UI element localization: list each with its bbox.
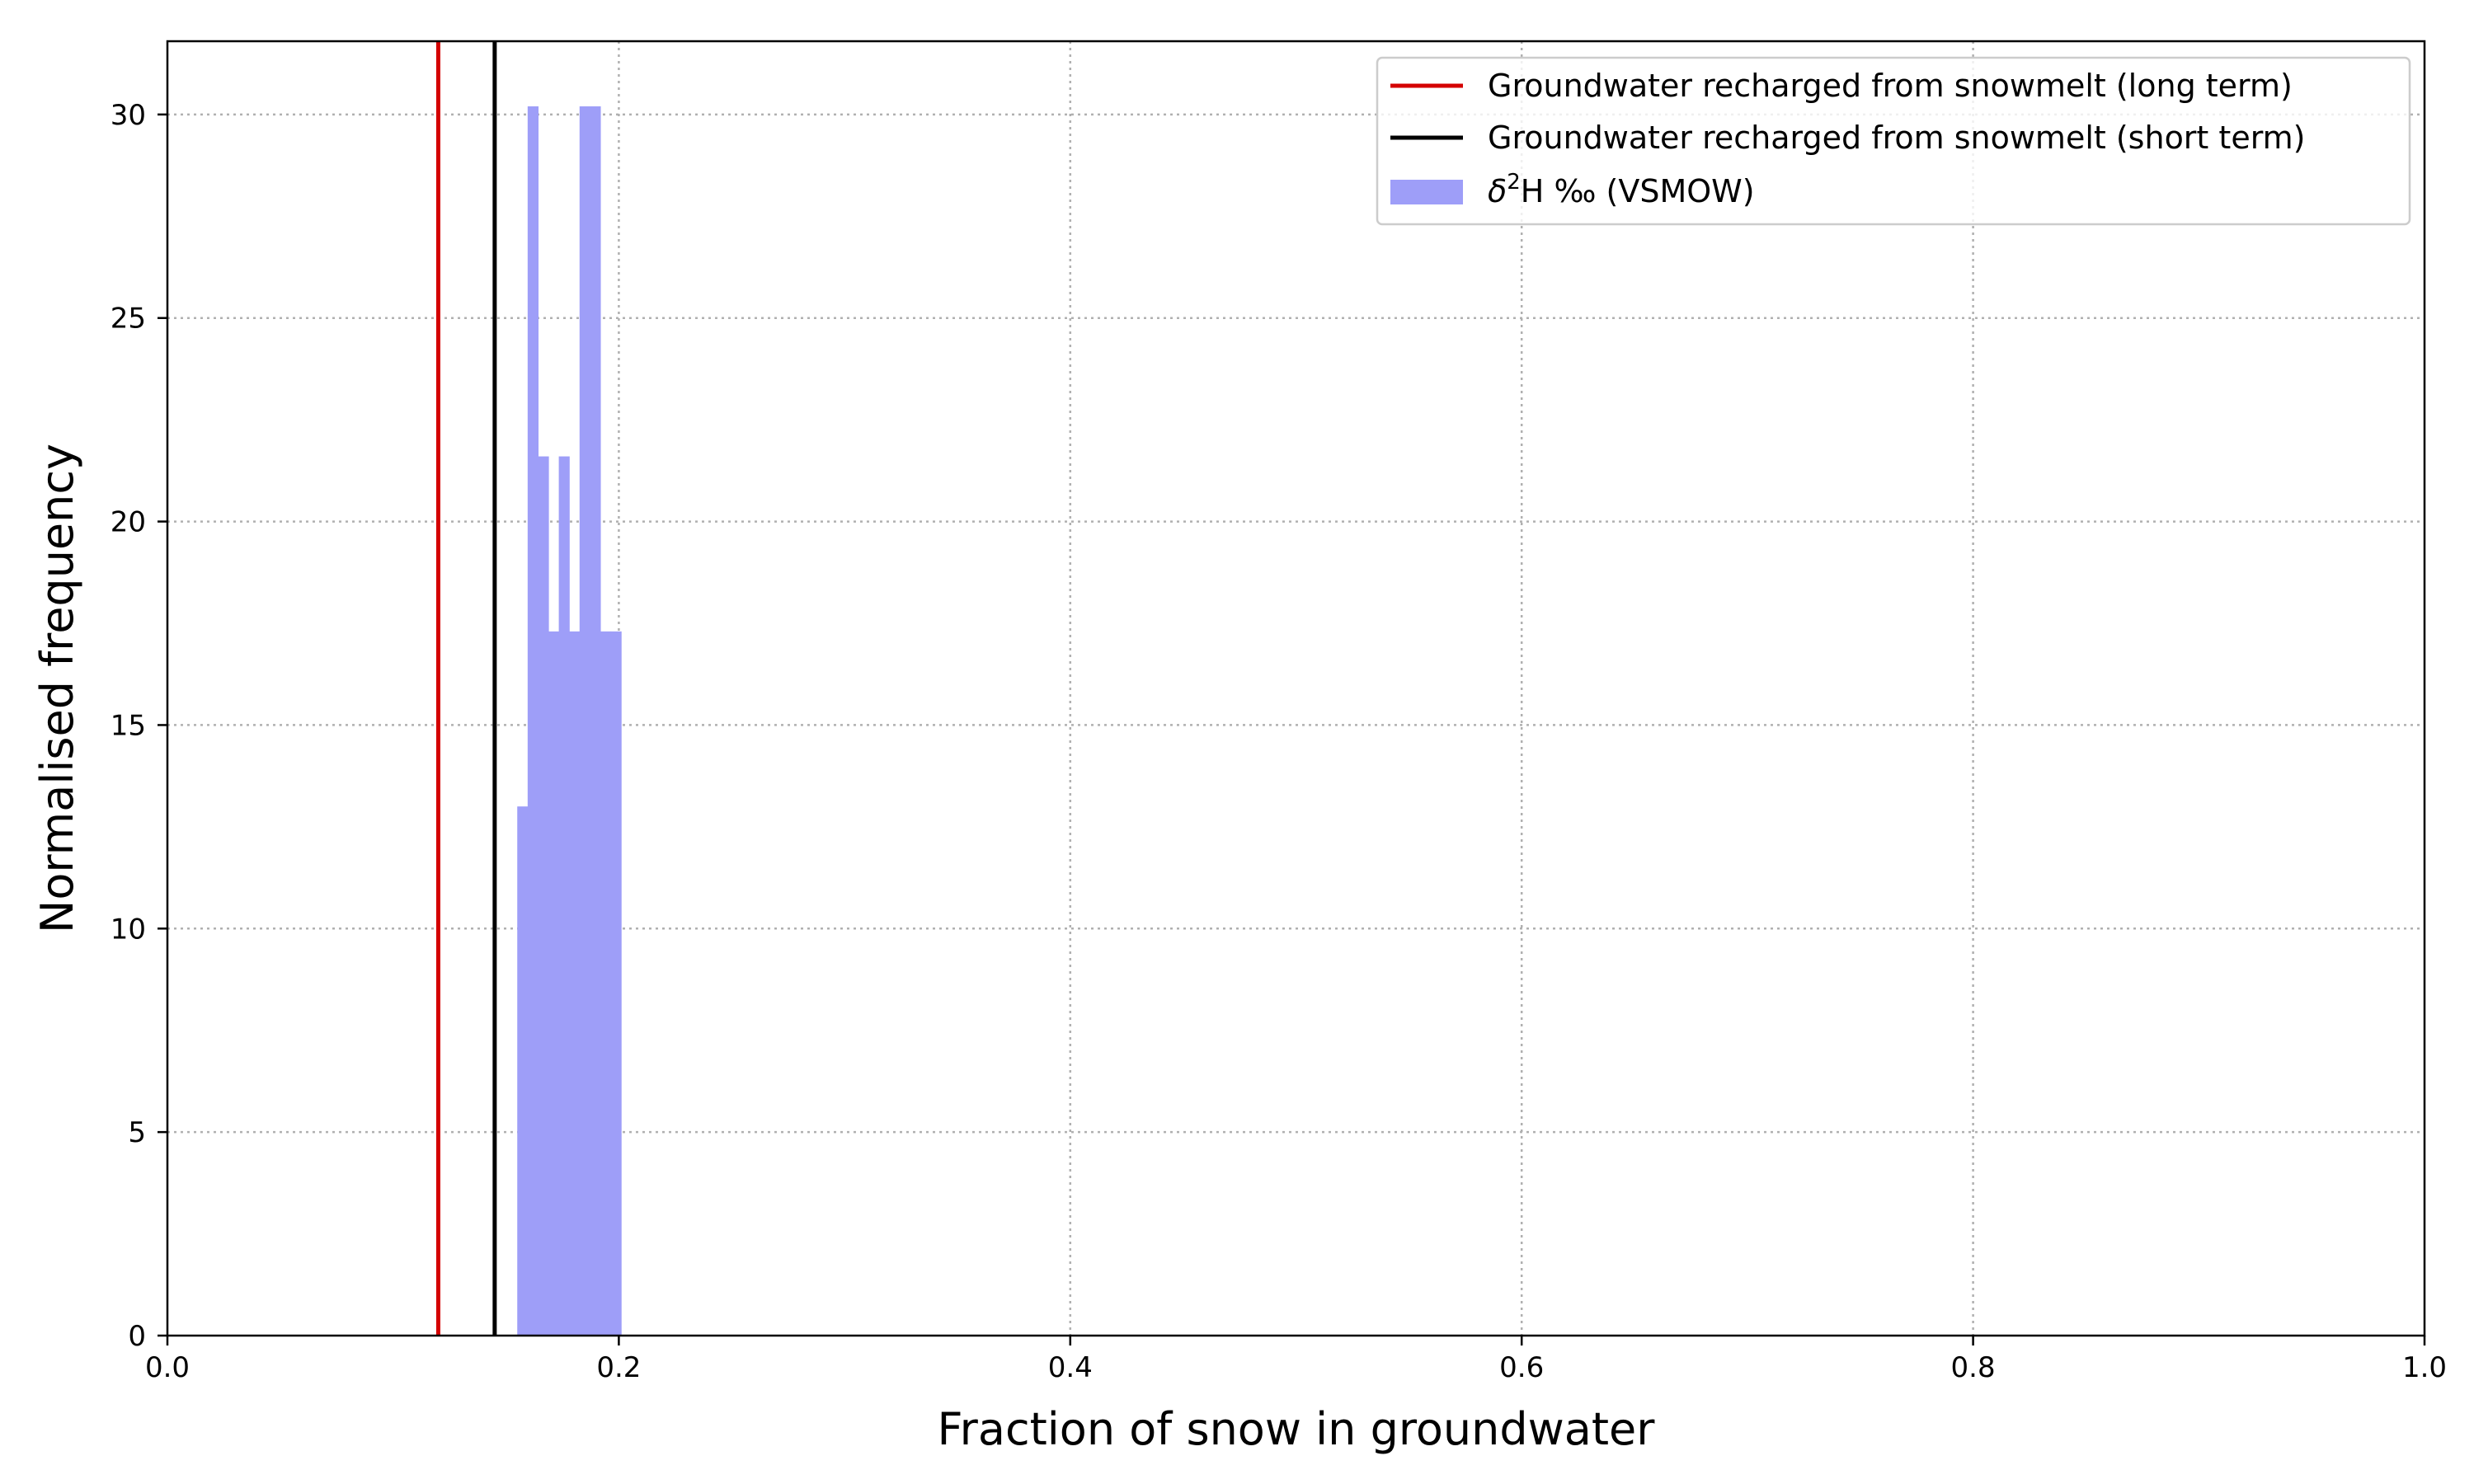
legend-box [1376,56,2411,226]
histogram-bar [527,106,539,1336]
histogram-bars [517,106,622,1336]
legend-label-superscript: 2 [1507,170,1521,195]
legend-label-short-term: Groundwater recharged from snowmelt (sho… [1488,120,2306,156]
x-tick-label: 1.0 [2402,1351,2447,1384]
legend: Groundwater recharged from snowmelt (lon… [1376,56,2411,226]
x-tick-label: 0.4 [1048,1351,1093,1384]
x-tick-label: 0.2 [596,1351,641,1384]
x-axis-label: Fraction of snow in groundwater [938,1403,1656,1455]
histogram-bar [610,631,622,1336]
x-tick-label: 0.6 [1499,1351,1544,1384]
y-tick-label: 30 [111,99,146,132]
histogram-bar [600,631,612,1336]
histogram-bar [590,106,601,1336]
y-tick-label: 10 [111,913,146,946]
histogram-bar [538,456,549,1336]
x-tick-label: 0.8 [1951,1351,1996,1384]
histogram-bar [569,631,581,1336]
legend-swatch-histogram [1390,180,1463,204]
x-tick-label: 0.0 [145,1351,190,1384]
histogram-bar [579,106,590,1336]
plot-frame [166,40,2426,1337]
y-tick-label: 25 [111,303,146,336]
legend-label-delta: δ [1488,173,1507,209]
vertical-lines [435,41,497,1336]
y-tick-label: 20 [111,506,146,539]
legend-label-long-term: Groundwater recharged from snowmelt (lon… [1488,68,2293,104]
y-tick-label: 15 [111,709,146,742]
legend-label-rest: H ‰ (VSMOW) [1521,173,1755,209]
y-axis-ticks: 0 5 10 15 20 25 30 [111,99,167,1353]
y-tick-label: 5 [128,1116,146,1149]
y-axis-label: Normalised frequency [31,444,83,933]
histogram-bar [558,456,570,1336]
histogram-bar [548,631,560,1336]
legend-label-histogram: δ2H ‰ (VSMOW) [1488,170,1755,209]
histogram-bar [517,806,529,1336]
x-axis-ticks: 0.0 0.2 0.4 0.6 0.8 1.0 [145,1336,2447,1384]
y-tick-label: 0 [128,1320,146,1353]
